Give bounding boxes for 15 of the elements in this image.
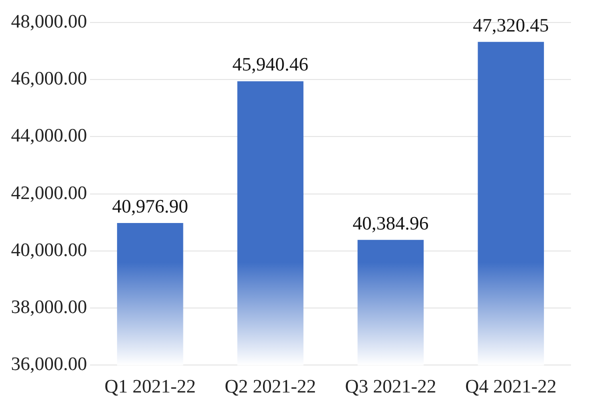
y-tick-label: 38,000.00 [11, 297, 87, 318]
data-label: 40,384.96 [352, 213, 429, 234]
y-tick-label: 40,000.00 [11, 240, 87, 261]
data-label: 45,940.46 [232, 54, 308, 76]
data-label: 47,320.45 [472, 15, 549, 36]
x-tick-label: Q1 2021-22 [104, 376, 196, 398]
x-tick-label: Q4 2021-22 [465, 376, 557, 398]
y-tick-label: 44,000.00 [11, 126, 87, 147]
y-tick-label: 42,000.00 [11, 182, 87, 204]
y-tick-label: 36,000.00 [11, 354, 87, 376]
x-tick-label: Q3 2021-22 [344, 376, 436, 398]
x-tick-label: Q2 2021-22 [224, 376, 316, 398]
data-label: 40,976.90 [112, 196, 188, 218]
y-tick-label: 46,000.00 [11, 68, 87, 90]
y-tick-label: 48,000.00 [11, 11, 87, 32]
